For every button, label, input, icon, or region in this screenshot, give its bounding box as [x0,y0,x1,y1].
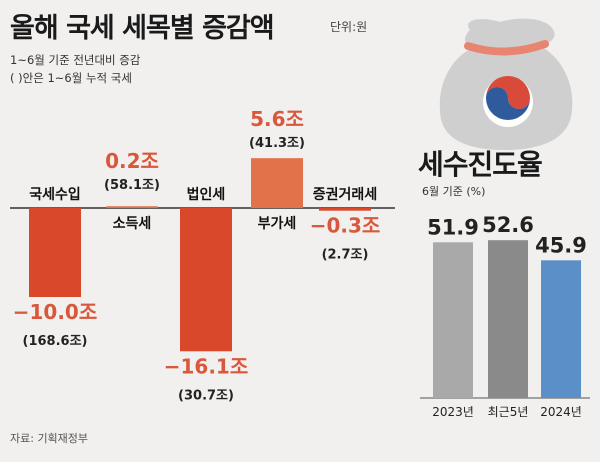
note-cumulative: ( )안은 1~6월 누적 국세 [10,71,132,85]
cumulative-label: (168.6조) [23,334,88,349]
cumulative-label: (30.7조) [178,388,234,403]
progress-value: 52.6 [482,213,534,237]
category-label: 소득세 [113,216,152,232]
category-label: 국세수입 [29,187,81,203]
progress-value: 45.9 [535,233,587,257]
progress-subtitle: 6월 기준 (%) [422,185,486,198]
progress-value: 51.9 [427,215,479,239]
source-note: 자료: 기획재정부 [10,432,89,445]
note-period: 1~6월 기준 전년대비 증감 [10,53,141,67]
category-label: 법인세 [187,186,226,203]
taeguk-blue [486,87,530,120]
cumulative-label: (2.7조) [322,248,369,263]
bar-부가세 [251,158,303,208]
progress-bar-2023년 [433,242,473,398]
value-label: −16.1조 [164,354,249,378]
bar-소득세 [106,206,158,208]
value-label: 0.2조 [105,149,159,173]
unit-label: 단위:원 [330,20,368,34]
progress-bar-최근5년 [488,240,528,398]
category-label: 증권거래세 [313,187,377,203]
bar-법인세 [180,208,232,352]
progress-category: 2023년 [432,405,474,419]
page-title: 올해 국세 세목별 증감액 [10,13,275,44]
taeguk-red [486,76,530,109]
cumulative-label: (41.3조) [249,136,305,151]
cumulative-label: (58.1조) [104,178,160,193]
progress-bar-2024년 [541,260,581,398]
bar-증권거래세 [319,208,371,211]
progress-category: 최근5년 [488,405,529,419]
progress-title: 세수진도율 [418,148,543,181]
bar-국세수입 [29,208,81,297]
category-label: 부가세 [258,216,297,232]
value-label: −0.3조 [310,214,381,238]
progress-category: 2024년 [540,405,582,419]
value-label: −10.0조 [13,300,98,324]
bag-ribbon [464,40,549,56]
value-label: 5.6조 [250,107,304,131]
